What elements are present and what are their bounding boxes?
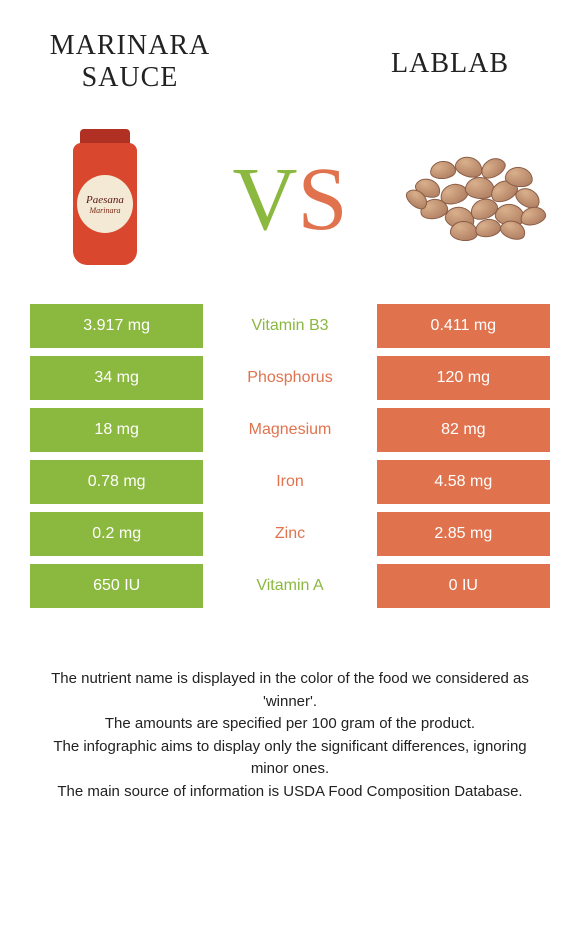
left-value: 34 mg bbox=[30, 356, 203, 400]
jar-icon: Paesana Marinara bbox=[70, 129, 140, 269]
nutrient-row: 3.917 mgVitamin B30.411 mg bbox=[30, 304, 550, 348]
left-value: 0.2 mg bbox=[30, 512, 203, 556]
beans-icon bbox=[400, 149, 550, 249]
footer-line-3: The infographic aims to display only the… bbox=[50, 736, 530, 781]
left-value: 18 mg bbox=[30, 408, 203, 452]
nutrient-label: Magnesium bbox=[203, 408, 376, 452]
nutrient-label: Iron bbox=[203, 460, 376, 504]
right-value: 120 mg bbox=[377, 356, 550, 400]
lablab-image bbox=[400, 124, 550, 274]
nutrient-label: Vitamin B3 bbox=[203, 304, 376, 348]
nutrient-row: 0.78 mgIron4.58 mg bbox=[30, 460, 550, 504]
right-value: 0.411 mg bbox=[377, 304, 550, 348]
vs-s: S bbox=[297, 148, 347, 251]
nutrient-table: 3.917 mgVitamin B30.411 mg 34 mgPhosphoru… bbox=[30, 304, 550, 608]
right-value: 4.58 mg bbox=[377, 460, 550, 504]
nutrient-row: 34 mgPhosphorus120 mg bbox=[30, 356, 550, 400]
marinara-image: Paesana Marinara bbox=[30, 124, 180, 274]
footer-notes: The nutrient name is displayed in the co… bbox=[30, 668, 550, 803]
footer-line-2: The amounts are specified per 100 gram o… bbox=[50, 713, 530, 736]
right-value: 82 mg bbox=[377, 408, 550, 452]
jar-sub: Marinara bbox=[89, 206, 120, 215]
vs-label: VS bbox=[232, 148, 347, 251]
jar-brand: Paesana bbox=[86, 194, 124, 206]
nutrient-row: 0.2 mgZinc2.85 mg bbox=[30, 512, 550, 556]
header-row: MARINARA SAUCE LABLAB bbox=[30, 30, 550, 94]
left-value: 3.917 mg bbox=[30, 304, 203, 348]
right-value: 0 IU bbox=[377, 564, 550, 608]
left-value: 650 IU bbox=[30, 564, 203, 608]
footer-line-1: The nutrient name is displayed in the co… bbox=[50, 668, 530, 713]
right-value: 2.85 mg bbox=[377, 512, 550, 556]
left-value: 0.78 mg bbox=[30, 460, 203, 504]
right-title: LABLAB bbox=[350, 48, 550, 80]
images-row: Paesana Marinara VS bbox=[30, 124, 550, 274]
footer-line-4: The main source of information is USDA F… bbox=[50, 781, 530, 804]
nutrient-row: 18 mgMagnesium82 mg bbox=[30, 408, 550, 452]
left-title: MARINARA SAUCE bbox=[30, 30, 230, 94]
nutrient-row: 650 IUVitamin A0 IU bbox=[30, 564, 550, 608]
nutrient-label: Vitamin A bbox=[203, 564, 376, 608]
vs-v: V bbox=[232, 148, 297, 251]
nutrient-label: Phosphorus bbox=[203, 356, 376, 400]
nutrient-label: Zinc bbox=[203, 512, 376, 556]
